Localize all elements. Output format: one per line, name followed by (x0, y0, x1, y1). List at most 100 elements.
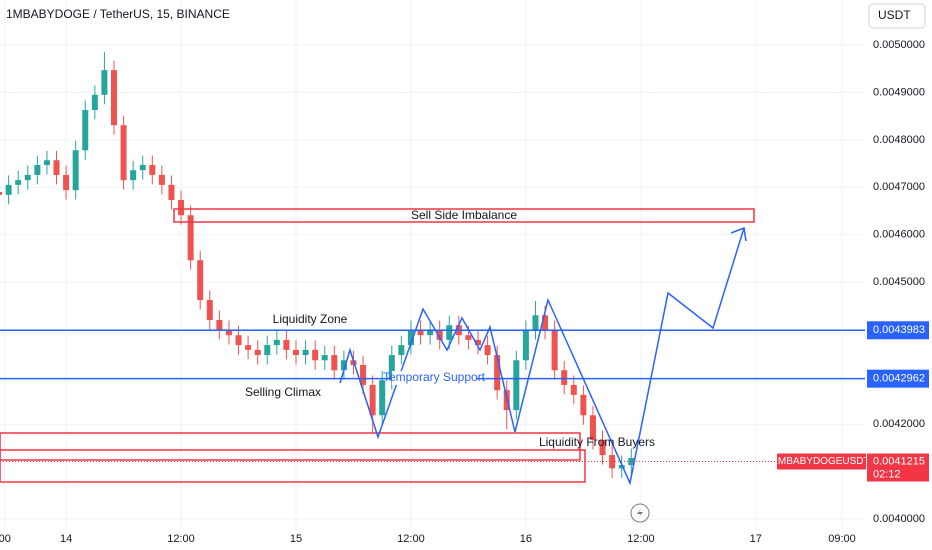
candle-body (91, 94, 98, 110)
candle-body (360, 365, 367, 385)
candle-body (369, 384, 376, 416)
candle-body (292, 349, 299, 356)
candle-body (302, 349, 309, 356)
y-tick-label: 0.0042000 (873, 418, 925, 430)
candle-body (589, 415, 596, 440)
candle-body (494, 355, 501, 391)
x-tick-label: 12:00 (627, 533, 655, 545)
y-tick-label: 0.0045000 (873, 276, 925, 288)
candle-body (264, 345, 271, 356)
imbalance-box (173, 208, 755, 223)
arrow-head (730, 226, 747, 242)
y-tick-label: 0.0049000 (873, 86, 925, 98)
grid (0, 0, 865, 530)
candle-body (532, 315, 539, 330)
candle-body (110, 70, 117, 126)
x-tick-label: 00 (0, 533, 11, 545)
candle-body (197, 260, 204, 301)
candle-body (312, 349, 319, 361)
candle-body (561, 370, 568, 385)
candle-body (436, 329, 443, 340)
candle-body (551, 329, 558, 371)
x-tick-label: 15 (290, 533, 302, 545)
drawings (0, 208, 755, 486)
candle-body (273, 339, 280, 346)
candle-body (235, 335, 242, 346)
candle-body (599, 439, 606, 456)
candle-body (225, 329, 232, 336)
annotation: Sell Side Imbalance (411, 208, 517, 222)
liquidity-box (0, 432, 581, 461)
candle-body (187, 215, 194, 261)
candle-body (0, 191, 3, 195)
current-price-label: 0.0041215 (873, 455, 925, 467)
candle-body (216, 319, 223, 330)
x-tick-label: 12:00 (167, 533, 195, 545)
candle-body (178, 200, 185, 216)
label-bg (392, 371, 476, 385)
candle-body (139, 164, 146, 171)
price-label-bg (867, 369, 929, 388)
candle-body (522, 329, 529, 361)
candle-body (158, 174, 165, 185)
chart-title: 1MBABYDOGE / TetherUS, 15, BINANCE (6, 7, 230, 21)
candle-body (53, 160, 60, 175)
candle-body (254, 349, 261, 356)
candle-body (475, 339, 482, 346)
y-tick-label: 0.0040000 (873, 513, 925, 525)
y-tick-label: 0.0047000 (873, 181, 925, 193)
bolt (637, 507, 643, 519)
y-tick-label: 0.0046000 (873, 229, 925, 241)
candle-body (206, 300, 213, 320)
candle-body (542, 315, 549, 330)
candle-body (130, 170, 137, 181)
candle-body (63, 174, 70, 191)
candle-body (101, 70, 108, 95)
candle-body (580, 394, 587, 416)
price-label: 0.0043983 (873, 324, 925, 336)
y-tick-label: 0.0048000 (873, 134, 925, 146)
candle-body (417, 329, 424, 336)
candle-body (72, 150, 79, 191)
candle-body (407, 329, 414, 346)
annotation: Temporary Support (383, 370, 486, 384)
x-tick-label: 14 (60, 533, 72, 545)
annotation: Liquidity From Buyers (539, 435, 655, 449)
candle-body (513, 360, 520, 411)
time-axis (0, 530, 866, 550)
candle-body (570, 384, 577, 395)
candle-body (628, 457, 635, 466)
axes: 0.0050000 0.0049000 0.0048000 0.0047000 0.00… (0, 39, 929, 545)
candle-body (465, 335, 472, 340)
candle-body (43, 160, 50, 165)
candle-body (5, 184, 12, 195)
candle-body (82, 109, 89, 151)
liquidity-box (0, 449, 586, 483)
y-tick-label: 0.0050000 (873, 39, 925, 51)
price-label-bg (867, 321, 929, 340)
candle-body (446, 325, 453, 340)
x-tick-label: 16 (520, 533, 532, 545)
projection-path (339, 227, 745, 486)
candle-body (398, 345, 405, 356)
candle-body (484, 345, 491, 356)
candle-body (427, 329, 434, 336)
candle-body (245, 345, 252, 350)
candle-body (379, 380, 386, 416)
candle-body (15, 180, 22, 185)
candle-body (24, 174, 31, 181)
price-label: 0.0042962 (873, 373, 925, 385)
candle-body (283, 339, 290, 350)
currency-button[interactable] (868, 3, 926, 29)
symbol-tag-bg (777, 453, 866, 470)
x-tick-label: 09:00 (828, 533, 856, 545)
x-tick-label: 12:00 (397, 533, 425, 545)
symbol-tag: 1MBABYDOGEUSDT (772, 456, 869, 467)
candle-body (618, 465, 625, 469)
annotation: Liquidity Zone (273, 312, 348, 326)
currency[interactable]: USDT (878, 8, 911, 22)
candle-body (340, 360, 347, 371)
current-price-bg (867, 453, 929, 482)
candle-body (388, 355, 395, 381)
